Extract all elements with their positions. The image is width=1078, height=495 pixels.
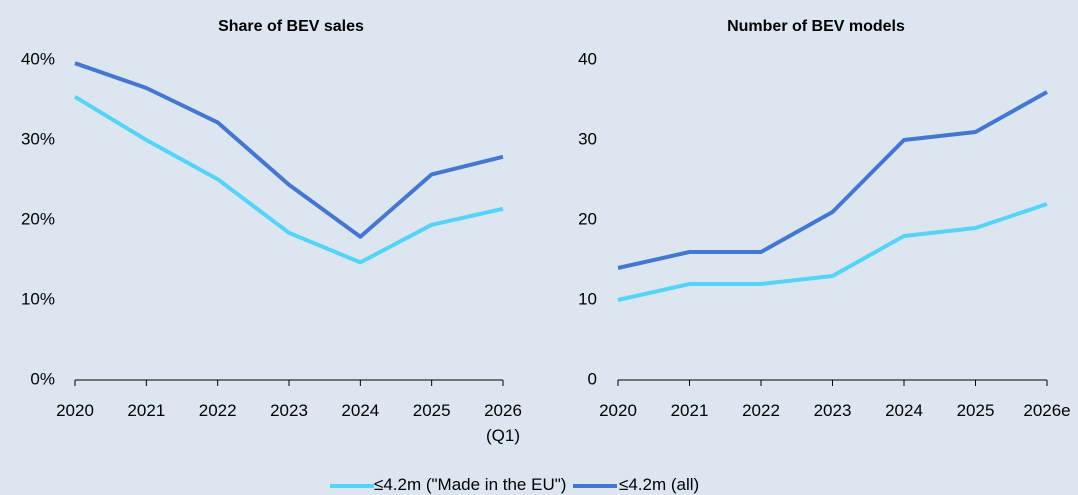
x-tick-label: 2025 [412,401,451,420]
x-tick-label: 2024 [885,401,923,420]
y-tick-label: 20% [21,209,55,228]
series-line [74,61,504,239]
legend-swatch [573,484,617,488]
series-line [617,202,1048,302]
x-tick-label: 2021 [127,401,166,420]
y-tick-label: 20 [578,209,597,228]
x-tick-label: 2024 [341,401,380,420]
x-tick-label: 2026e [1023,401,1071,420]
x-tick-label: 2021 [670,401,709,420]
legend-swatch [330,484,374,488]
y-tick-label: 30 [578,129,597,148]
y-tick-label: 10% [21,289,55,308]
y-tick-label: 30% [21,129,55,148]
chart-title: Number of BEV models [727,18,905,35]
y-tick-label: 0% [30,369,55,388]
y-tick-label: 0 [588,369,597,388]
legend-label: ≤4.2m ("Made in the EU") [374,475,567,494]
x-tick-label: 2020 [599,401,637,420]
chart-title: Share of BEV sales [218,18,364,35]
x-tick-label: 2022 [742,401,780,420]
series-line [73,95,504,265]
x-tick-label: 2020 [56,401,94,420]
x-tick-label: 2023 [270,401,308,420]
x-tick-label: 2026 (Q1) [484,401,522,445]
legend-label: ≤4.2m (all) [619,475,700,494]
x-tick-label: 2025 [956,401,995,420]
y-tick-label: 40 [578,49,597,68]
series-line [617,90,1048,270]
y-tick-label: 40% [21,49,55,68]
y-tick-label: 10 [578,289,597,308]
x-tick-label: 2022 [198,401,237,420]
x-tick-label: 2023 [813,401,852,420]
